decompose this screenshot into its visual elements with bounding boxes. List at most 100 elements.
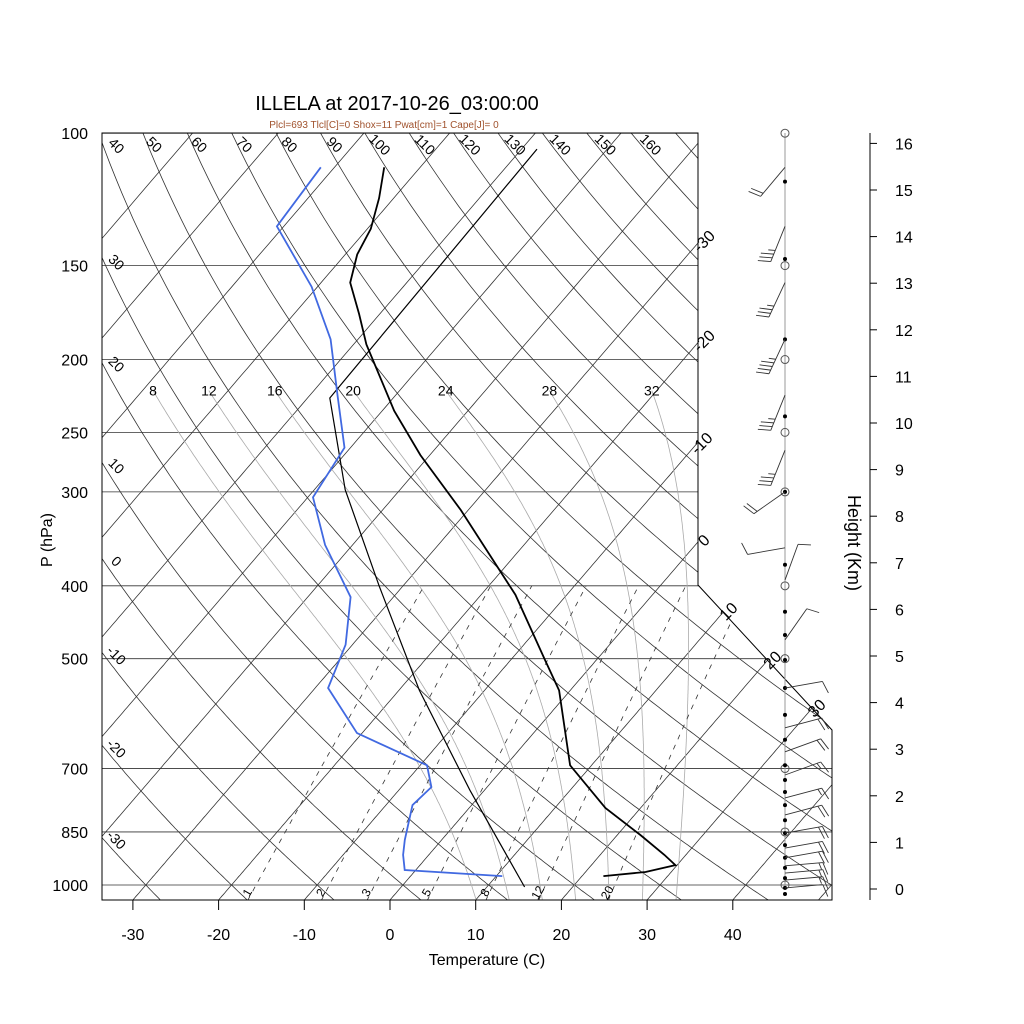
isotherm-line [474,133,832,900]
isotherm-label: -30 [690,228,718,256]
dry-adiabat-line [719,133,832,900]
isotherm-label: 30 [805,696,830,721]
wind-barb-feather [757,483,771,486]
moist-adiabat-label: 12 [201,383,217,399]
wind-barb-feather [741,542,748,555]
height-tick-label: 7 [895,556,904,573]
wind-barb-staff [784,850,823,859]
x-tick-label: 40 [724,927,742,944]
wind-barb-feather [822,862,829,875]
height-tick-label: 4 [895,696,904,713]
pressure-tick-label: 400 [61,579,88,596]
obs-level-dot [783,632,787,637]
standard-level-circle [780,261,790,271]
standard-level-circle [780,355,790,365]
wind-barb-feather [759,307,773,311]
isotherm-line [560,133,832,900]
wind-barb-feather [818,851,825,864]
wind-barb-feather [768,357,776,360]
dry-adiabat-line [408,133,832,900]
dry-adiabat-label: 50 [143,133,165,155]
wind-barb-feather [760,252,774,255]
dry-adiabat-label: 30 [105,251,127,273]
dry-adiabat-label: 80 [278,133,300,155]
wind-barb [784,850,829,864]
profiles [275,148,678,888]
x-axis-label: Temperature (C) [429,952,545,969]
wind-barb-feather [822,826,829,839]
obs-level-dot [783,712,787,717]
dry-adiabat-line [102,133,684,900]
moist-adiabat-label: 8 [149,383,157,399]
wind-barb [784,680,829,694]
x-tick-label: 20 [553,927,571,944]
isotherm-line [102,133,450,900]
isotherm-label: -20 [690,327,718,355]
wind-barb-feather [818,862,822,870]
wind-barb-column [741,128,830,897]
wind-barb-feather [759,256,773,259]
moist-adiabat-label: 28 [542,383,558,399]
y-axis-label: P (hPa) [39,513,56,567]
obs-level-dot [783,778,787,783]
mixing-ratio-label: 12 [528,883,547,902]
wind-barb-feather [816,739,826,751]
dry-adiabat-label: 110 [412,131,439,158]
dry-adiabat-line [497,133,832,900]
dry-adiabat-line [275,133,832,900]
wind-barb-feather [818,841,825,854]
chart-title: ILLELA at 2017-10-26_03:00:00 [255,93,539,115]
moist-adiabat-line [352,390,577,900]
height-tick-label: 12 [895,323,913,340]
dry-adiabat-label: 100 [366,131,394,159]
wind-barb-feather [757,260,771,262]
height-tick-label: 6 [895,602,904,619]
wind-barb [784,804,830,818]
height-tick-label: 15 [895,183,913,200]
height-tick-label: 0 [895,882,904,899]
grid-lines [102,133,832,900]
dry-adiabat-line [542,133,832,900]
wind-barb-staff [760,166,786,197]
chart-subtitle: Plcl=693 Tlcl[C]=0 Shox=11 Pwat[cm]=1 Ca… [269,120,499,131]
wind-barb [748,166,786,197]
wind-barb-feather [759,364,773,367]
dry-adiabat-label: 70 [233,133,255,155]
x-tick-label: 10 [467,927,485,944]
height-tick-label: 5 [895,649,904,666]
mixing-ratio-label: 5 [419,886,435,899]
obs-level-dot [783,562,787,567]
wind-barb-staff [784,608,808,641]
pressure-tick-label: 700 [61,762,88,779]
wind-barb-staff [768,339,786,374]
wind-barb-staff [768,282,786,318]
wind-barb-feather [760,476,774,479]
wind-barb [757,449,786,486]
obs-level-dot [783,414,787,419]
wind-barb [784,543,811,581]
x-tick-label: -30 [121,927,144,944]
height-tick-label: 11 [895,369,912,386]
wind-barb-feather [806,608,820,614]
pressure-tick-label: 250 [61,425,88,442]
wind-barb-feather [759,425,773,428]
dry-adiabat-line [102,133,770,900]
dry-adiabat-line [142,133,832,900]
parcel-line [329,148,538,888]
wind-barb-staff [784,841,823,849]
wind-barb [784,608,820,641]
isotherm-label: 10 [717,600,742,625]
height-tick-label: 8 [895,509,904,526]
wind-barb [784,876,829,889]
pressure-tick-label: 300 [61,485,88,502]
wind-barb-feather [817,718,826,731]
x-tick-label: 0 [386,927,395,944]
wind-barb [741,542,786,555]
wind-barb-staff [753,491,786,515]
wind-barb-feather [756,371,769,375]
wind-barb [784,761,829,776]
obs-level-dot [783,609,787,614]
obs-level-dot [783,876,787,881]
isotherm-line [102,133,622,900]
